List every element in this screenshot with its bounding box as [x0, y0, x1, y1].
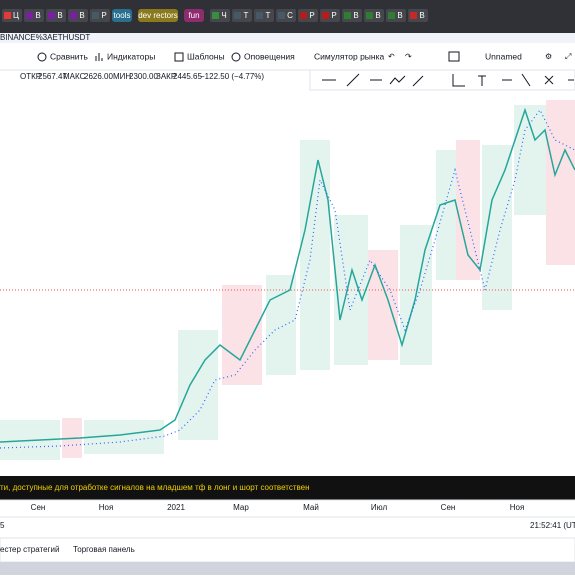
tab-label: T: [266, 11, 271, 20]
drawing-tools[interactable]: [322, 73, 574, 87]
zone: [456, 140, 480, 280]
compare-button[interactable]: Сравнить: [50, 51, 88, 61]
close-label: ЗАКР: [156, 72, 176, 81]
zone: [546, 100, 575, 265]
tab-icon: [70, 12, 77, 19]
bottom-panel: [0, 537, 575, 563]
tab-label: P: [101, 11, 106, 20]
low-label: МИН: [113, 72, 131, 81]
tab-icon: [256, 12, 263, 19]
settings[interactable]: ⚙: [545, 52, 552, 61]
address-strip: [0, 33, 575, 43]
time-label: 2021: [167, 503, 185, 512]
tab-group-label: tools: [114, 11, 131, 20]
high-label: МАКС: [63, 72, 86, 81]
time-label: Сен: [441, 503, 456, 512]
tab-label: B: [353, 11, 358, 20]
tab-icon: [410, 12, 417, 19]
tab-label: T: [244, 11, 249, 20]
tab-icon: [4, 12, 11, 19]
time-label: Ноя: [99, 503, 114, 512]
indicators-icon: [95, 53, 103, 61]
tab-label: Ц: [13, 11, 19, 20]
redo[interactable]: ↷: [405, 52, 412, 61]
tab-label: B: [397, 11, 402, 20]
tab-label: B: [375, 11, 380, 20]
layout-icon: [448, 51, 460, 62]
bottom-tab[interactable]: Торговая панель: [73, 545, 135, 554]
undo[interactable]: ↶: [388, 52, 395, 61]
layout-name[interactable]: Unnamed: [485, 51, 522, 61]
replay-button[interactable]: Симулятор рынка: [314, 51, 385, 61]
range-button[interactable]: 5: [0, 521, 5, 530]
tab-icon: [48, 12, 55, 19]
open-label: ОТКР: [20, 72, 41, 81]
price-series: [0, 107, 575, 443]
compare-icon: [37, 52, 47, 62]
tab-group-label: dev rectors: [138, 11, 178, 20]
tab-label: P: [309, 11, 314, 20]
tab-group[interactable]: [138, 9, 178, 22]
tab-label: P: [331, 11, 336, 20]
tab-label: C: [287, 11, 293, 20]
tab-label: Ч: [221, 11, 226, 20]
high-value: 2626.00: [84, 72, 113, 81]
zone: [222, 285, 262, 385]
zone: [178, 330, 218, 440]
zone: [368, 250, 398, 360]
tab-icon: [322, 12, 329, 19]
open-value: 2567.47: [38, 72, 67, 81]
tab-icon: [234, 12, 241, 19]
subtitle-banner: [0, 476, 575, 500]
tab-icon: [300, 12, 307, 19]
tab-icon: [388, 12, 395, 19]
time-label: Сен: [31, 503, 46, 512]
templates-button[interactable]: Шаблоны: [187, 51, 225, 61]
footer-strip: [0, 562, 575, 575]
zone: [514, 105, 546, 215]
close-value: 2445.65: [173, 72, 202, 81]
time-label: Ноя: [510, 503, 525, 512]
fullscreen[interactable]: ⤢: [564, 52, 571, 61]
tab-group[interactable]: [184, 9, 204, 22]
tab-icon: [92, 12, 99, 19]
templates-icon: [174, 52, 184, 62]
time-label: Июл: [371, 503, 388, 512]
alerts-icon: [231, 52, 241, 62]
tab-group-label: fun: [188, 11, 199, 20]
alerts-button[interactable]: Оповещения: [244, 51, 295, 61]
tab-label: B: [419, 11, 424, 20]
clock: 21:52:41 (UTC: [530, 521, 575, 530]
low-value: 2300.00: [129, 72, 158, 81]
tab-icon: [366, 12, 373, 19]
tab-label: B: [57, 11, 62, 20]
tab-icon: [344, 12, 351, 19]
tab-icon: [26, 12, 33, 19]
tab-label: B: [79, 11, 84, 20]
tab-icon: [212, 12, 219, 19]
indicators-button[interactable]: Индикаторы: [107, 51, 155, 61]
drawing-toolbar: [309, 69, 575, 91]
tab-group[interactable]: [112, 9, 132, 22]
tab-label: B: [35, 11, 40, 20]
ohlc-legend: ОТКР 2567.47 МАКС 2626.00 МИН 2300.00 ЗА…: [20, 72, 264, 81]
chart-area: [0, 100, 575, 460]
tab-icon: [278, 12, 285, 19]
symbol: BINANCE%3AETHUSDT: [0, 33, 90, 42]
subtitle: ти, доступные для отработке сигналов на …: [0, 483, 310, 492]
trailing-stop: [0, 108, 575, 449]
change-value: −122.50 (−4.77%): [200, 72, 264, 81]
zone: [436, 150, 456, 280]
zone: [266, 275, 296, 375]
bottom-tab[interactable]: естер стратегий: [0, 545, 59, 554]
time-label: Мар: [233, 503, 249, 512]
time-label: Май: [303, 503, 319, 512]
